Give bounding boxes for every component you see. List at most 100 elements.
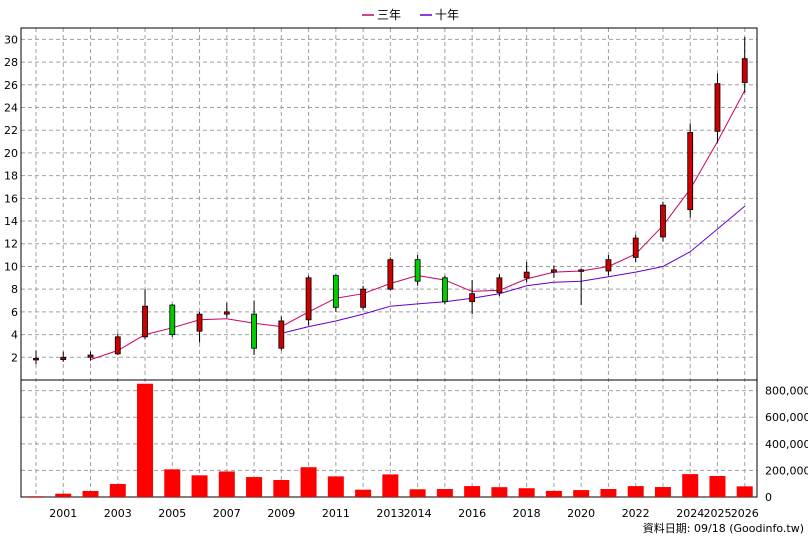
legend: 三年 十年 xyxy=(362,8,459,22)
candle-body xyxy=(169,304,176,335)
volume-bar xyxy=(273,479,290,497)
candle-body xyxy=(605,259,612,272)
candle-body xyxy=(360,288,367,308)
candle xyxy=(551,265,557,278)
legend-label: 三年 xyxy=(377,8,401,22)
candle-body xyxy=(305,277,312,321)
volume-bar xyxy=(355,489,372,497)
x-tick-label: 2024 xyxy=(676,507,704,520)
x-tick-label: 2025 xyxy=(703,507,731,520)
price-tick-label: 30 xyxy=(4,33,18,46)
price-tick-label: 14 xyxy=(4,215,18,228)
footer-source: 資料日期: 09/18 (Goodinfo.tw) xyxy=(643,521,804,535)
candle-body xyxy=(496,277,503,293)
volume-bar xyxy=(464,486,481,497)
candle-body xyxy=(142,305,148,338)
price-tick-label: 28 xyxy=(4,56,18,69)
x-tick-label: 2020 xyxy=(567,507,595,520)
volume-bar xyxy=(736,486,753,497)
x-tick-label: 2001 xyxy=(49,507,77,520)
volume-bar xyxy=(600,489,617,497)
candle xyxy=(332,274,339,312)
x-tick-label: 2014 xyxy=(404,507,432,520)
price-tick-label: 12 xyxy=(4,238,18,251)
x-tick-label: 2018 xyxy=(513,507,541,520)
volume-bar xyxy=(545,490,562,497)
price-tick-label: 10 xyxy=(4,260,18,273)
candle-body xyxy=(196,313,203,332)
x-tick-label: 2003 xyxy=(104,507,132,520)
candle-body xyxy=(714,83,721,132)
x-tick-label: 2013 xyxy=(376,507,404,520)
candle xyxy=(714,73,721,143)
x-axis-ticks: 2001 2003 2005 2007 2009 2011 2013 2014 2016 2018… xyxy=(49,507,758,520)
candle-body xyxy=(660,204,666,238)
candle-body xyxy=(33,358,39,361)
volume-bar xyxy=(709,475,726,497)
candle xyxy=(660,201,666,242)
volume-bar xyxy=(82,491,99,497)
volume-bar xyxy=(164,469,181,497)
candle-body xyxy=(387,259,394,290)
candle-body xyxy=(278,320,285,349)
volume-bar xyxy=(436,489,453,497)
candle-body xyxy=(332,275,339,308)
price-tick-label: 18 xyxy=(4,170,18,183)
candle-body xyxy=(87,354,94,358)
candle xyxy=(441,275,448,304)
price-tick-label: 20 xyxy=(4,147,18,160)
candle-body xyxy=(578,269,585,272)
x-tick-label: 2009 xyxy=(267,507,295,520)
x-tick-label: 2016 xyxy=(458,507,486,520)
candle-body xyxy=(251,313,257,349)
volume-bar xyxy=(682,474,699,497)
candles xyxy=(33,37,748,365)
volume-bar xyxy=(137,383,154,497)
candle xyxy=(87,351,94,361)
candle-body xyxy=(441,277,448,303)
candle-body xyxy=(114,336,121,355)
volume-bar xyxy=(109,483,126,497)
candle xyxy=(496,274,503,296)
volume-bar xyxy=(55,493,72,497)
candle-body xyxy=(414,259,421,282)
volume-bar xyxy=(27,496,44,497)
candle xyxy=(741,37,748,93)
candle xyxy=(60,351,67,362)
price-tick-label: 16 xyxy=(4,192,18,205)
candle xyxy=(251,300,257,356)
candle xyxy=(196,311,203,343)
candle xyxy=(305,275,312,326)
candle xyxy=(605,255,612,276)
price-tick-label: 2 xyxy=(11,351,18,364)
candle xyxy=(523,261,530,283)
price-tick-label: 4 xyxy=(11,329,18,342)
candle xyxy=(578,268,585,306)
candle-body xyxy=(469,293,476,303)
volume-bar xyxy=(654,487,671,497)
x-tick-label: 2022 xyxy=(622,507,650,520)
price-tick-label: 6 xyxy=(11,306,18,319)
volume-tick-label: 400,000 xyxy=(765,438,808,451)
volume-bar xyxy=(246,477,263,497)
candle xyxy=(278,316,285,351)
price-tick-label: 22 xyxy=(4,124,18,137)
candle xyxy=(687,123,694,218)
x-tick-label: 2005 xyxy=(158,507,186,520)
volume-bar xyxy=(491,487,508,497)
candle-body xyxy=(632,237,639,258)
x-tick-label: 2007 xyxy=(213,507,241,520)
candle-body xyxy=(223,311,230,315)
x-tick-label: 2026 xyxy=(731,507,759,520)
candle-body xyxy=(741,58,748,83)
price-tick-label: 8 xyxy=(11,283,18,296)
candle xyxy=(114,333,121,356)
volume-tick-label: 600,000 xyxy=(765,411,808,424)
volume-bar xyxy=(300,467,317,497)
price-plot-frame xyxy=(20,27,758,381)
candle xyxy=(414,255,421,286)
candle xyxy=(169,303,176,337)
x-tick-label: 2011 xyxy=(322,507,350,520)
volume-bars xyxy=(27,383,753,497)
